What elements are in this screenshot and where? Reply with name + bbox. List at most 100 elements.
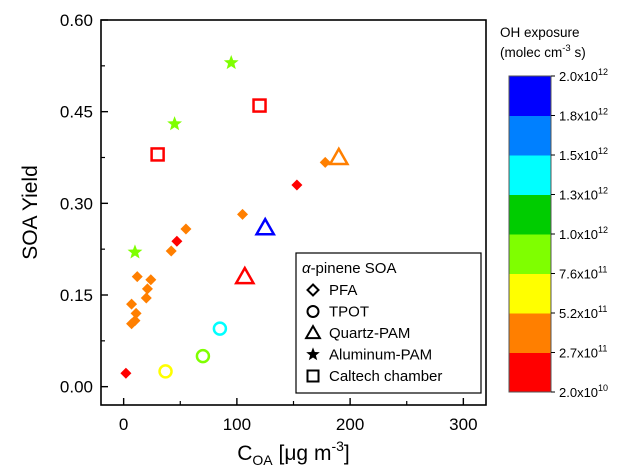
colorbar-label: 1.5x1012 xyxy=(559,146,608,163)
data-point-diamond xyxy=(291,179,303,191)
legend-box xyxy=(295,252,482,394)
colorbar-label-mantissa: 2.0x10 xyxy=(559,385,598,400)
colorbar-label-exponent: 11 xyxy=(598,344,607,354)
x-axis-label-main: C xyxy=(237,442,252,465)
data-point-square xyxy=(252,98,267,113)
colorbar-band xyxy=(509,352,551,393)
colorbar-label-mantissa: 1.8x10 xyxy=(559,109,598,124)
x-axis-label-superscript: -3 xyxy=(331,438,344,454)
colorbar-label-mantissa: 7.6x10 xyxy=(559,267,598,282)
data-point-star xyxy=(127,244,143,259)
legend-title: α-pinene SOA xyxy=(302,260,396,277)
colorbar-band xyxy=(509,194,551,235)
data-point-diamond xyxy=(129,315,141,327)
data-point-diamond xyxy=(141,283,153,295)
data-point-diamond xyxy=(165,245,177,257)
legend-label: Caltech chamber xyxy=(329,368,442,385)
data-point-circle xyxy=(158,364,173,379)
colorbar-label-exponent: 12 xyxy=(598,146,608,156)
colorbar-label: 1.0x1012 xyxy=(559,225,608,242)
colorbar-label-mantissa: 2.7x10 xyxy=(559,346,598,361)
colorbar-band xyxy=(509,155,551,195)
legend-label: PFA xyxy=(329,282,357,299)
colorbar-label-exponent: 11 xyxy=(598,265,607,275)
y-tick-label: 0.45 xyxy=(60,103,93,122)
colorbar-unit-sup: -3 xyxy=(562,43,570,54)
colorbar-label-exponent: 11 xyxy=(598,304,607,314)
x-axis-label-subscript: OA xyxy=(252,452,273,468)
colorbar-label-exponent: 12 xyxy=(598,107,608,117)
colorbar-label: 2.7x1011 xyxy=(559,344,607,361)
y-tick-label: 0.15 xyxy=(60,286,93,305)
legend-marker-star xyxy=(306,347,320,361)
data-point-diamond xyxy=(319,156,331,168)
colorbar-label-exponent: 12 xyxy=(598,186,608,196)
colorbar-label-mantissa: 5.2x10 xyxy=(559,306,598,321)
legend-marker-circle xyxy=(306,305,320,318)
data-point-diamond xyxy=(120,367,132,379)
x-tick-label: 0 xyxy=(119,415,128,434)
x-tick-label: 100 xyxy=(223,415,251,434)
colorbar-label-mantissa: 1.5x10 xyxy=(559,148,598,163)
colorbar-label: 2.0x1010 xyxy=(559,383,608,400)
colorbar-label: 1.8x1012 xyxy=(559,107,608,124)
legend-title-text: -pinene SOA xyxy=(311,260,397,277)
colorbar-label-mantissa: 2.0x10 xyxy=(559,69,598,84)
data-point-triangle xyxy=(328,146,350,166)
data-point-triangle xyxy=(234,265,256,285)
colorbar-band xyxy=(509,313,551,353)
legend-marker-diamond xyxy=(306,283,320,297)
colorbar-label-mantissa: 1.0x10 xyxy=(559,227,598,242)
legend-title-alpha: α xyxy=(302,260,311,277)
legend-label: TPOT xyxy=(329,304,369,321)
data-point-star xyxy=(223,54,239,70)
data-point-diamond xyxy=(237,208,249,220)
data-point-circle xyxy=(212,321,228,336)
data-point-diamond xyxy=(126,298,138,310)
colorbar-label: 1.3x1012 xyxy=(559,186,608,203)
data-markers xyxy=(120,54,350,379)
data-point-diamond xyxy=(131,271,143,283)
y-tick-label: 0.30 xyxy=(60,194,93,213)
legend-marker-square xyxy=(306,369,320,383)
data-point-diamond xyxy=(145,274,157,286)
y-tick-label: 0.60 xyxy=(60,11,93,30)
legend-label: Quartz-PAM xyxy=(329,325,410,342)
x-axis-label: COA [μg m-3] xyxy=(237,438,349,468)
colorbar-label-mantissa: 1.3x10 xyxy=(559,188,598,203)
colorbar: OH exposure(molec cm-3 s)2.0x10102.7x101… xyxy=(500,25,608,400)
data-point-diamond xyxy=(140,292,152,304)
x-tick-label: 200 xyxy=(336,415,364,434)
colorbar-label: 7.6x1011 xyxy=(559,265,607,282)
colorbar-unit-b: s) xyxy=(571,45,586,60)
data-point-triangle xyxy=(254,216,276,236)
legend: α-pinene SOA PFA TPOT Quartz-PAM Aluminum-PA… xyxy=(295,252,482,394)
data-point-diamond xyxy=(180,223,192,235)
colorbar-unit-a: (molec cm xyxy=(500,45,562,60)
data-point-diamond xyxy=(130,307,142,319)
legend-marker-triangle xyxy=(304,324,322,340)
data-point-circle xyxy=(195,348,211,364)
data-point-star xyxy=(167,116,183,131)
data-point-diamond xyxy=(171,235,183,247)
colorbar-band xyxy=(509,273,551,314)
x-axis-label-unit: [μg m xyxy=(273,442,332,465)
colorbar-title: OH exposure xyxy=(500,25,580,40)
x-axis-label-close: ] xyxy=(344,442,350,465)
colorbar-label-exponent: 12 xyxy=(598,67,608,77)
legend-label: Aluminum-PAM xyxy=(329,347,432,364)
colorbar-band xyxy=(509,115,551,156)
colorbar-label: 2.0x1012 xyxy=(559,67,608,84)
axes: 0 100 200 300 0.00 0.15 0.30 0.45 0.60 SOA Yield C… xyxy=(19,11,487,468)
y-tick-label: 0.00 xyxy=(60,378,93,397)
y-axis-label: SOA Yield xyxy=(19,165,42,260)
colorbar-band xyxy=(509,76,551,116)
data-point-square xyxy=(150,147,165,162)
colorbar-label-exponent: 10 xyxy=(598,383,608,393)
colorbar-label-exponent: 12 xyxy=(598,225,608,235)
colorbar-band xyxy=(509,234,551,274)
colorbar-label: 5.2x1011 xyxy=(559,304,607,321)
x-tick-label: 300 xyxy=(449,415,477,434)
colorbar-unit: (molec cm-3 s) xyxy=(500,43,586,60)
